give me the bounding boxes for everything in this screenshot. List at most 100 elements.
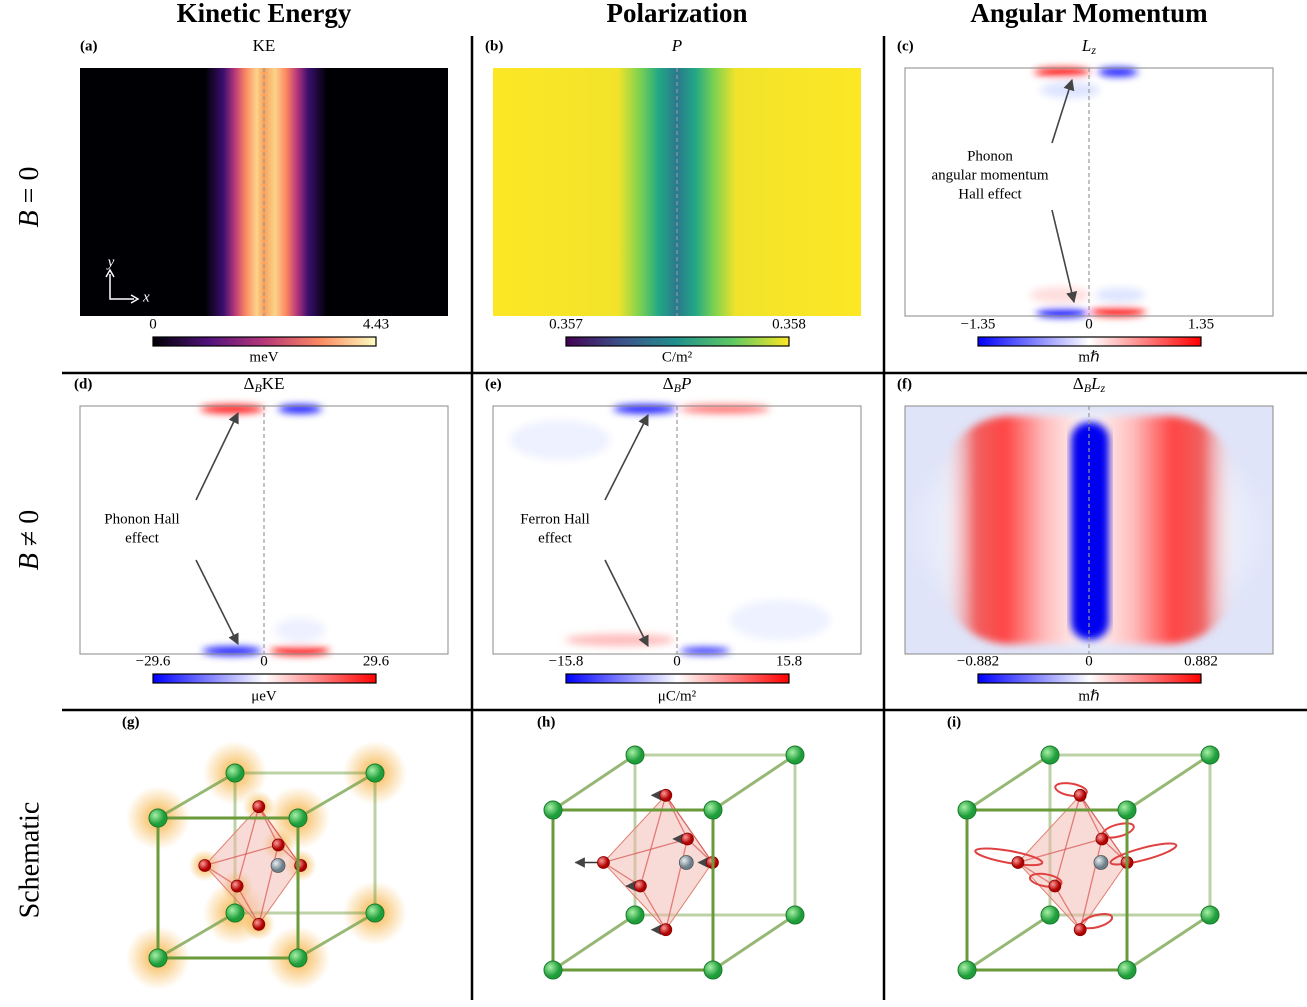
a-atom — [1118, 961, 1136, 979]
cube-edge — [713, 915, 795, 970]
cube-edge — [967, 915, 1050, 970]
a-atom — [1118, 801, 1136, 819]
colorbar-tick: 0.358 — [772, 316, 806, 332]
a-atom — [704, 961, 722, 979]
a-atom — [149, 809, 167, 827]
b-atom — [1049, 880, 1061, 892]
b-atom — [1074, 924, 1086, 936]
title-delta: Δ — [1073, 374, 1084, 393]
title-main: KE — [262, 374, 285, 393]
b-atom — [253, 801, 265, 813]
panel-tag: (f) — [897, 376, 912, 392]
colorbar-tick: 0 — [149, 316, 157, 332]
a-atom — [958, 801, 976, 819]
panel-tag: (c) — [897, 38, 914, 54]
panel-tag: (b) — [485, 38, 503, 54]
panel-tag: (g) — [122, 714, 140, 730]
annotation: angular momentum — [931, 167, 1048, 183]
panel-tag: (h) — [537, 714, 555, 730]
panel-title: KE — [253, 36, 276, 55]
center-atom — [271, 859, 285, 873]
cube-edge — [713, 755, 795, 810]
colorbar-tick: 0 — [1085, 316, 1093, 332]
a-atom — [289, 949, 307, 967]
colorbar-unit: C/m² — [662, 349, 693, 365]
a-atom — [226, 904, 244, 922]
annotation: Hall effect — [958, 186, 1022, 202]
panel-tag: (i) — [947, 714, 961, 730]
colorbar-tick: 4.43 — [363, 316, 389, 332]
colorbar-tick: −1.35 — [961, 316, 996, 332]
colorbar-tick: 0.357 — [549, 316, 583, 332]
colorbar-tick: 15.8 — [776, 653, 802, 669]
a-atom — [626, 746, 644, 764]
colorbar — [153, 674, 376, 683]
a-atom — [704, 801, 722, 819]
row-var: B — [14, 553, 45, 570]
row-rest: ≠ 0 — [14, 510, 45, 553]
b-atom — [634, 880, 646, 892]
colorbar — [566, 674, 789, 683]
cube-edge — [1127, 915, 1210, 970]
row-var: B — [14, 210, 45, 227]
b-atom — [1096, 833, 1108, 845]
b-atom — [295, 860, 307, 872]
cube-edge — [553, 915, 635, 970]
panel-tag: (a) — [80, 38, 98, 54]
colorbar-unit: mℏ — [1078, 688, 1099, 704]
colorbar-unit: mℏ — [1078, 349, 1099, 365]
row-label: B = 0 — [14, 167, 45, 228]
annotation: Phonon Hall — [104, 511, 179, 527]
title-delta: Δ — [663, 374, 674, 393]
annotation: Ferron Hall — [520, 511, 590, 527]
colorbar-unit: μC/m² — [658, 688, 697, 704]
colorbar-tick: −0.882 — [957, 653, 999, 669]
cube-edge — [967, 755, 1050, 810]
a-atom — [958, 961, 976, 979]
b-atom — [681, 833, 693, 845]
colorbar-tick: 0 — [1085, 653, 1093, 669]
title-sub: z — [1090, 43, 1096, 57]
figure: Kinetic Energy Polarization Angular Mome… — [0, 0, 1307, 1007]
b-atom — [660, 789, 672, 801]
colorbar — [566, 337, 789, 346]
column-header: Kinetic Energy — [177, 0, 352, 28]
b-atom — [1012, 857, 1024, 869]
a-atom — [289, 809, 307, 827]
a-atom — [1041, 906, 1059, 924]
colorbar-unit: μeV — [251, 688, 277, 704]
annotation: Phonon — [967, 148, 1013, 164]
b-atom — [231, 880, 243, 892]
a-atom — [226, 764, 244, 782]
a-atom — [544, 961, 562, 979]
axis-label: y — [106, 254, 115, 270]
b-atom — [597, 857, 609, 869]
a-atom — [786, 746, 804, 764]
colorbar-tick: 0 — [260, 653, 268, 669]
cube-edge — [553, 755, 635, 810]
octahedron-face — [603, 795, 712, 929]
center-atom — [1094, 856, 1108, 870]
row-label: Schematic — [14, 802, 45, 919]
panel-title: Lz — [1081, 36, 1096, 57]
b-atom — [272, 839, 284, 851]
colorbar-tick: 0.882 — [1184, 653, 1218, 669]
a-atom — [1201, 746, 1219, 764]
panel-title: ΔBP — [663, 374, 692, 395]
title-sub: z — [1100, 381, 1106, 395]
panel-title: ΔBKE — [244, 374, 285, 395]
column-header: Polarization — [607, 0, 748, 28]
colorbar-unit: meV — [249, 349, 278, 365]
a-atom — [366, 764, 384, 782]
b-atom — [253, 918, 265, 930]
row-rest: = 0 — [14, 167, 45, 211]
a-atom — [544, 801, 562, 819]
colorbar-tick: −29.6 — [136, 653, 171, 669]
a-atom — [1201, 906, 1219, 924]
colorbar-tick: 29.6 — [363, 653, 390, 669]
title-main: P — [680, 374, 691, 393]
title-main: L — [1081, 36, 1091, 55]
title-main: L — [1090, 374, 1100, 393]
colorbar — [978, 337, 1201, 346]
panel-tag: (d) — [74, 376, 92, 392]
